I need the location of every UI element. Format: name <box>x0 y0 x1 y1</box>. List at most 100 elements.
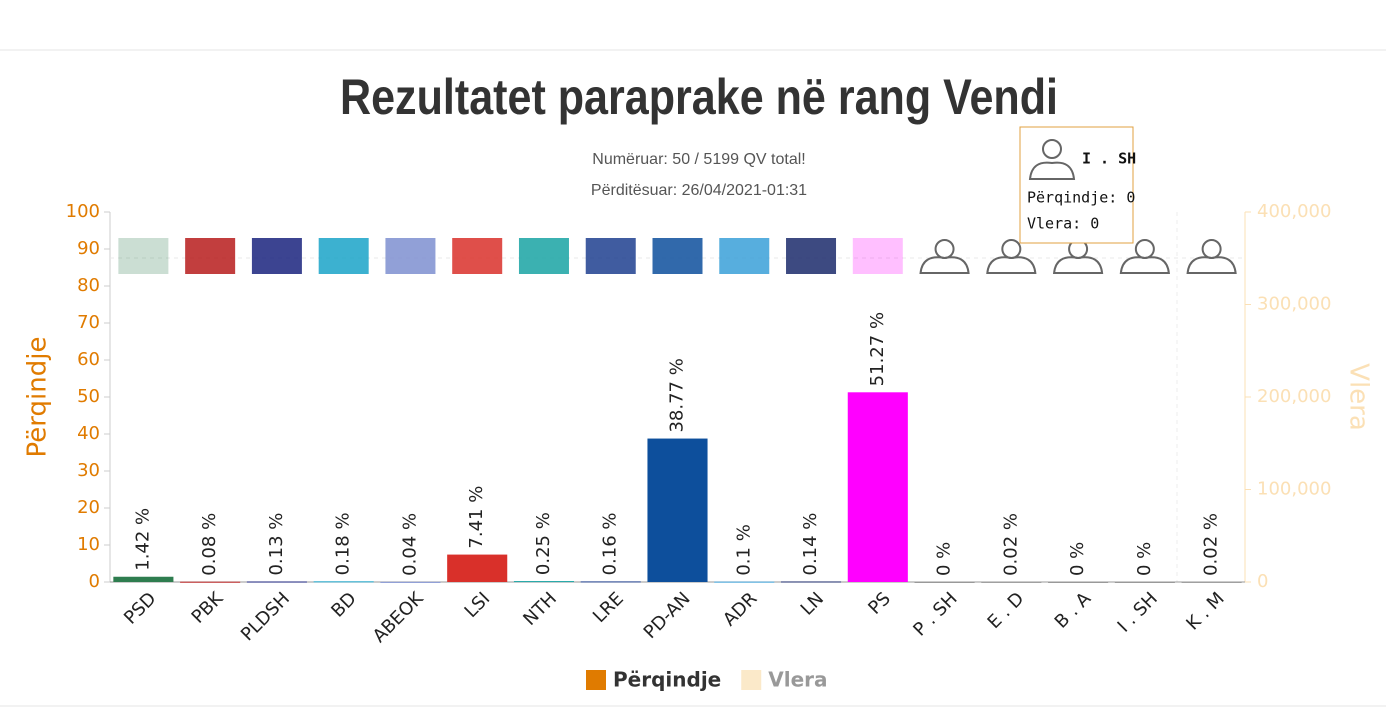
bar <box>847 392 908 582</box>
bar <box>714 581 775 583</box>
party-logo <box>452 238 503 274</box>
data-label: 0.18 % <box>333 512 354 575</box>
data-label: 0.04 % <box>399 513 420 576</box>
party-logo <box>318 238 369 274</box>
tooltip-icon <box>1028 161 1076 180</box>
y-tick-label: 10 <box>77 534 100 555</box>
bar <box>1181 581 1242 583</box>
subtitle: Përditësuar: 26/04/2021-01:31 <box>591 182 807 199</box>
data-label: 0.08 % <box>199 513 220 576</box>
party-logo <box>1052 256 1104 274</box>
data-label: 0.02 % <box>1201 513 1222 576</box>
party-logo <box>1134 239 1155 259</box>
party-logo <box>251 238 302 274</box>
bar <box>246 581 307 583</box>
y-tick-label: 50 <box>77 386 100 407</box>
party-logo <box>986 256 1037 274</box>
y2-tick-label: 200,000 <box>1257 386 1331 407</box>
party-logo <box>719 238 770 274</box>
bar <box>1048 582 1109 583</box>
bar <box>313 581 374 583</box>
x-tick-label: I . SH <box>1114 588 1162 636</box>
data-label: 38.77 % <box>667 358 688 432</box>
party-logo <box>1186 256 1237 274</box>
y2-tick-label: 400,000 <box>1257 201 1331 222</box>
tooltip <box>1019 126 1134 244</box>
tooltip-icon <box>1042 139 1062 159</box>
x-tick-label: LSI <box>461 588 495 622</box>
y-tick-label: 70 <box>77 312 100 333</box>
y-tick-label: 100 <box>66 201 100 222</box>
party-logo <box>1119 256 1170 274</box>
data-label: 1.42 % <box>132 508 153 571</box>
bar <box>914 582 975 583</box>
x-tick-label: PBK <box>188 587 228 627</box>
y-tick-label: 80 <box>77 275 100 296</box>
bar <box>647 438 708 582</box>
bar <box>780 581 842 583</box>
party-logo <box>1001 239 1022 259</box>
x-tick-label: K . M <box>1182 588 1228 634</box>
party-logo <box>852 238 903 274</box>
data-label: 0 % <box>934 542 955 576</box>
x-tick-label: LN <box>797 588 828 619</box>
party-logo <box>919 256 970 274</box>
x-tick-label: ABEOK <box>369 587 429 647</box>
y2-tick-label: 300,000 <box>1257 294 1331 315</box>
y2-tick-label: 100,000 <box>1257 479 1331 500</box>
x-tick-label: BD <box>327 588 360 621</box>
x-tick-label: PSD <box>120 588 160 628</box>
data-label: 0 % <box>1134 542 1155 576</box>
data-label: 0.02 % <box>1000 513 1021 576</box>
bar <box>180 581 241 583</box>
y-tick-label: 60 <box>77 349 100 370</box>
data-label: 0.25 % <box>533 512 554 575</box>
y-tick-label: 90 <box>77 238 100 259</box>
tooltip-line: Vlera: 0 <box>1027 215 1099 233</box>
party-logo <box>518 238 569 274</box>
bar <box>380 581 441 583</box>
y-axis-label: Përqindje <box>23 337 53 458</box>
y2-axis-label: Vlera <box>1344 363 1374 431</box>
y-tick-label: 20 <box>77 497 100 518</box>
data-label: 51.27 % <box>867 312 888 386</box>
y-tick-label: 30 <box>77 460 100 481</box>
bar <box>113 576 174 582</box>
data-label: 0.1 % <box>733 524 754 575</box>
party-logo <box>118 238 169 274</box>
x-tick-label: LRE <box>589 588 628 627</box>
data-label: 0.13 % <box>266 513 287 576</box>
party-logo <box>585 238 636 274</box>
x-tick-label: ADR <box>719 588 761 630</box>
party-logo <box>185 238 236 274</box>
data-label: 0.14 % <box>800 513 821 576</box>
x-tick-label: E . D <box>984 588 1029 633</box>
data-label: 7.41 % <box>466 486 487 549</box>
tooltip-title: I . SH <box>1082 150 1136 168</box>
party-logo <box>934 239 955 259</box>
party-logo <box>786 238 837 274</box>
legend-swatch <box>741 670 762 690</box>
bar <box>580 581 641 583</box>
bar <box>447 554 508 582</box>
x-tick-label: PLDSH <box>237 588 294 645</box>
data-label: 0 % <box>1067 542 1088 576</box>
x-tick-label: NTH <box>519 588 561 630</box>
subtitle: Numëruar: 50 / 5199 QV total! <box>592 151 805 168</box>
bar <box>1114 582 1175 583</box>
x-tick-label: PD-AN <box>640 588 695 643</box>
bar <box>513 581 575 583</box>
party-logo <box>652 238 703 274</box>
x-tick-label: B . A <box>1051 588 1096 633</box>
legend-label: Vlera <box>768 668 827 692</box>
chart-title: Rezultatet paraprake në rang Vendi <box>340 69 1058 125</box>
y-tick-label: 0 <box>89 571 100 592</box>
x-tick-label: PS <box>864 588 895 619</box>
party-logo <box>1201 239 1222 259</box>
legend-label: Përqindje <box>613 668 721 692</box>
bar <box>981 581 1042 583</box>
legend-swatch <box>586 670 606 690</box>
x-tick-label: P . SH <box>909 588 961 640</box>
data-label: 0.16 % <box>600 513 621 576</box>
